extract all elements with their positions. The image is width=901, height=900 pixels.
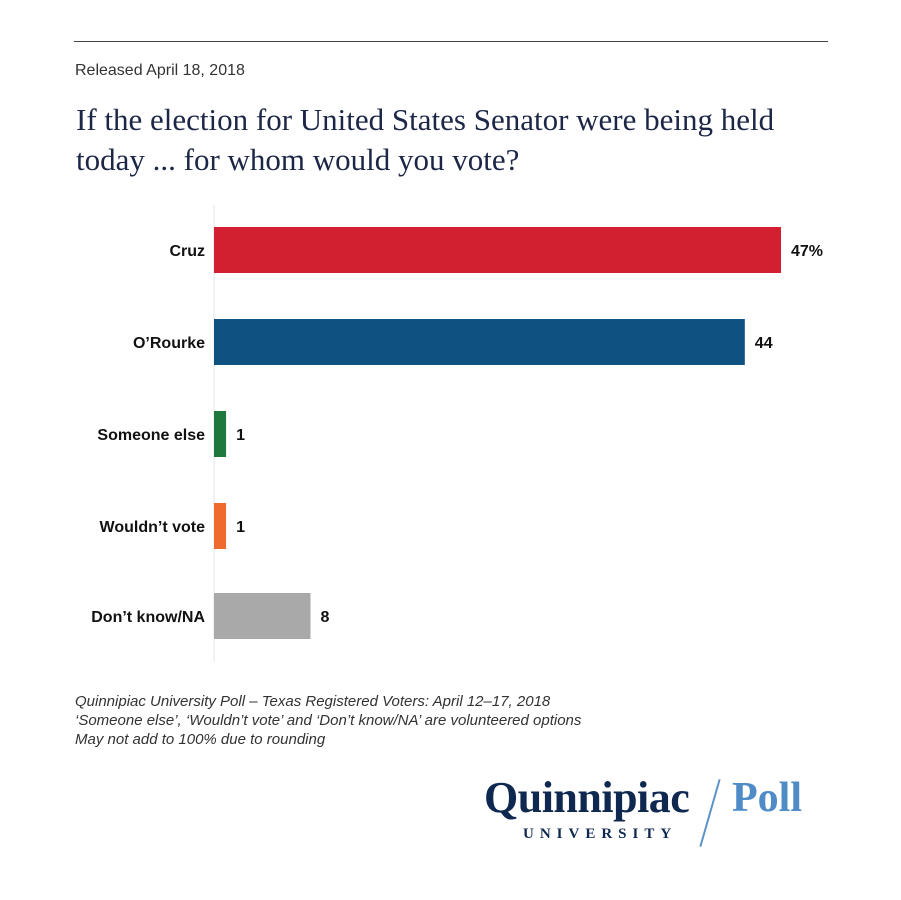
footnote-volunteered: ‘Someone else’, ‘Wouldn’t vote’ and ‘Don… [75,712,582,729]
quinnipiac-poll-logo: Quinnipiac UNIVERSITY Poll [484,770,834,850]
top-rule [74,41,828,42]
bar-3 [214,503,227,549]
bar-1 [214,319,745,365]
category-label: Cruz [169,243,205,260]
release-date: Released April 18, 2018 [75,62,245,79]
footnote-source: Quinnipiac University Poll – Texas Regis… [75,693,551,710]
bar-0 [214,227,781,273]
category-label: Don’t know/NA [91,609,205,626]
footnotes: Quinnipiac University Poll – Texas Regis… [75,692,581,749]
footnote-rounding: May not add to 100% due to rounding [75,731,326,748]
category-label: O’Rourke [133,335,205,352]
value-label: 44 [755,335,773,352]
logo-poll: Poll [732,775,802,821]
logo-wordmark: Quinnipiac [484,773,690,822]
value-label: 1 [236,427,245,444]
logo-slash [699,779,721,847]
value-label: 8 [321,609,330,626]
chart-title: If the election for United States Senato… [76,102,775,177]
value-label: 1 [236,519,245,536]
bar-4 [214,593,311,639]
bar-2 [214,411,227,457]
logo-university: UNIVERSITY [523,826,678,842]
category-label: Wouldn’t vote [100,519,206,536]
value-label: 47% [791,243,823,260]
category-label: Someone else [97,427,205,444]
